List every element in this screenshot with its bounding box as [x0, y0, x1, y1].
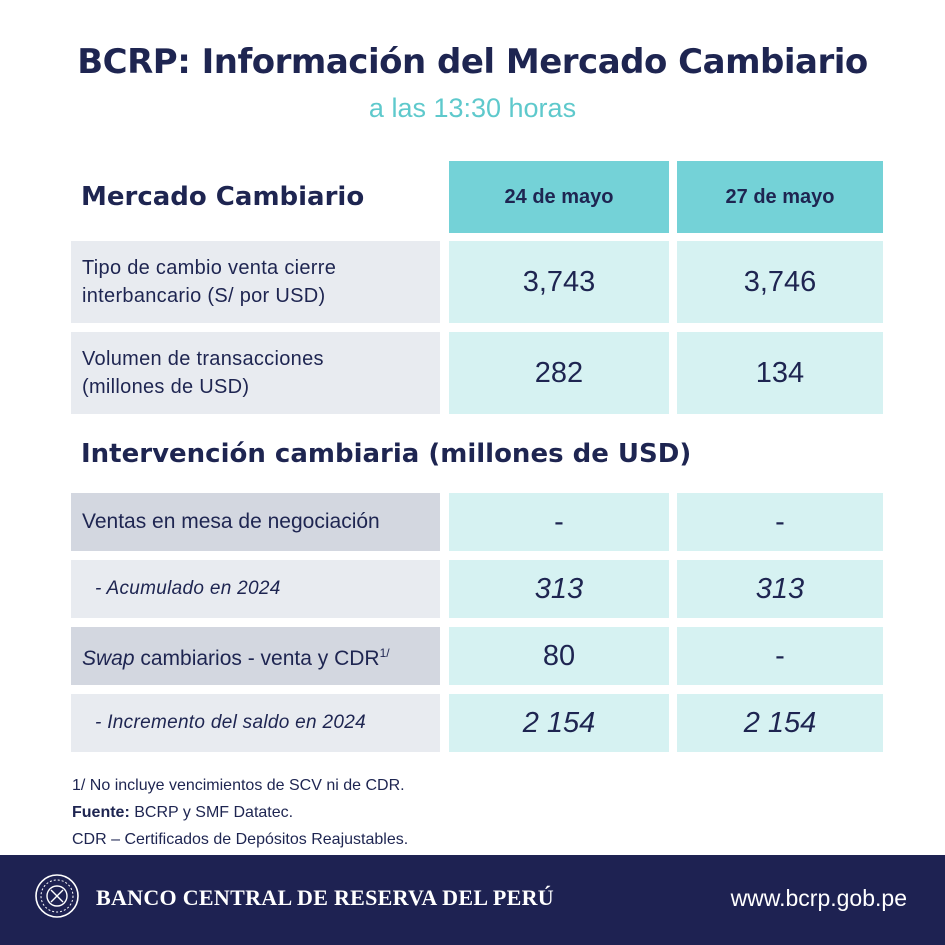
cdr-note: CDR – Certificados de Depósitos Reajusta… [72, 831, 409, 848]
volume-value-2: 134 [677, 332, 883, 414]
balance-increase-label: - Incremento del saldo en 2024 [71, 694, 440, 752]
accumulated-value-2: 313 [677, 560, 883, 618]
balance-increase-value-1: 2 154 [449, 694, 669, 752]
page-title: BCRP: Información del Mercado Cambiario [77, 42, 868, 82]
swap-value-1: 80 [449, 627, 669, 685]
exchange-rate-label: Tipo de cambio venta cierre interbancari… [71, 241, 440, 323]
market-heading: Mercado Cambiario [81, 182, 365, 212]
exchange-rate-value-1: 3,743 [449, 241, 669, 323]
desk-sales-label: Ventas en mesa de negociación [71, 493, 440, 551]
source-note: Fuente: BCRP y SMF Datatec. [72, 804, 294, 821]
desk-sales-value-2: - [677, 493, 883, 551]
footnotes: 1/ No incluye vencimientos de SCV ni de … [72, 772, 408, 853]
volume-value-1: 282 [449, 332, 669, 414]
volume-label: Volumen de transacciones (millones de US… [71, 332, 440, 414]
intervention-heading: Intervención cambiaria (millones de USD) [81, 439, 692, 469]
page-subtitle: a las 13:30 horas [368, 93, 577, 123]
website-link[interactable]: www.bcrp.gob.pe [730, 885, 907, 911]
bank-name: BANCO CENTRAL DE RESERVA DEL PERÚ [96, 885, 554, 910]
swap-label: Swap cambiarios - venta y CDR1/ [71, 627, 440, 685]
bcrp-seal-icon [35, 874, 79, 918]
accumulated-value-1: 313 [449, 560, 669, 618]
exchange-rate-value-2: 3,746 [677, 241, 883, 323]
accumulated-label: - Acumulado en 2024 [71, 560, 440, 618]
footnote-1: 1/ No incluye vencimientos de SCV ni de … [72, 777, 405, 794]
swap-value-2: - [677, 627, 883, 685]
desk-sales-value-1: - [449, 493, 669, 551]
balance-increase-value-2: 2 154 [677, 694, 883, 752]
footer-bar: BANCO CENTRAL DE RESERVA DEL PERÚ www.bc… [0, 855, 945, 945]
date-header-2: 27 de mayo [677, 161, 883, 233]
date-header-1: 24 de mayo [449, 161, 669, 233]
